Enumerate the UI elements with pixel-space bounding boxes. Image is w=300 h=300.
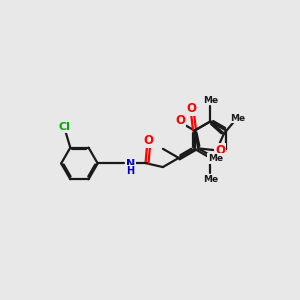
Text: O: O bbox=[187, 102, 197, 115]
Text: O: O bbox=[215, 144, 225, 158]
Text: Me: Me bbox=[208, 154, 223, 163]
Text: H: H bbox=[127, 166, 135, 176]
Text: Cl: Cl bbox=[58, 122, 70, 132]
Text: O: O bbox=[143, 134, 153, 147]
Text: Me: Me bbox=[203, 95, 218, 104]
Text: O: O bbox=[176, 114, 185, 127]
Text: N: N bbox=[126, 159, 135, 169]
Text: Me: Me bbox=[230, 114, 245, 123]
Text: Me: Me bbox=[203, 175, 218, 184]
